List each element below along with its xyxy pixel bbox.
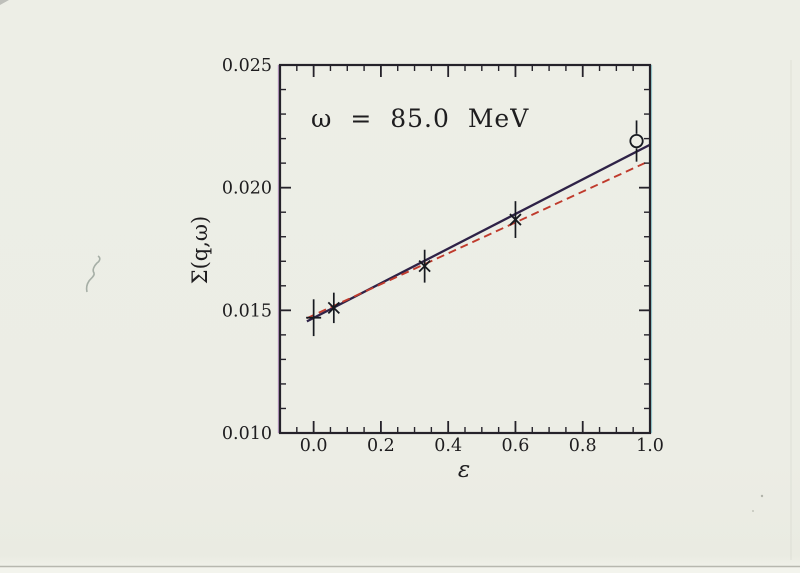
- x-tick-label: 1.0: [636, 436, 664, 456]
- plot-frame: [278, 63, 652, 435]
- x-tick-label: 0.0: [300, 436, 328, 456]
- marker-x: [327, 301, 340, 315]
- marker-circle-open: [629, 133, 644, 149]
- scan-artifact-speck: [760, 494, 764, 498]
- scan-artifact-squiggle: [85, 255, 101, 293]
- scan-artifact-speck: [752, 510, 754, 512]
- x-tick-label: 0.4: [434, 436, 462, 456]
- scan-artifact-corner-mark: [0, 0, 9, 5]
- y-tick-label: 0.015: [222, 301, 272, 321]
- y-tick-label: 0.010: [222, 424, 272, 444]
- y-tick-label: 0.025: [222, 56, 272, 76]
- x-tick-label: 0.6: [502, 436, 530, 456]
- x-tick-label: 0.8: [569, 436, 597, 456]
- plot-area: 0.0 0.2 0.4 0.6 0.8 1.0 0.010 0.015 0.020 0.025: [222, 56, 664, 456]
- annotation-omega: ω = 85.0 MeV: [311, 104, 529, 133]
- marker-x: [418, 260, 431, 273]
- fit-line-solid: [306, 143, 651, 323]
- y-axis-label: Σ(q,ω): [188, 216, 212, 284]
- scan-artifact-bottom-strip: [0, 567, 800, 573]
- x-tick-label: 0.2: [367, 436, 395, 456]
- fit-line-dashed: [306, 159, 651, 320]
- marker-x: [509, 213, 522, 226]
- x-axis-label: ε: [458, 457, 470, 483]
- y-tick-label: 0.020: [222, 179, 272, 199]
